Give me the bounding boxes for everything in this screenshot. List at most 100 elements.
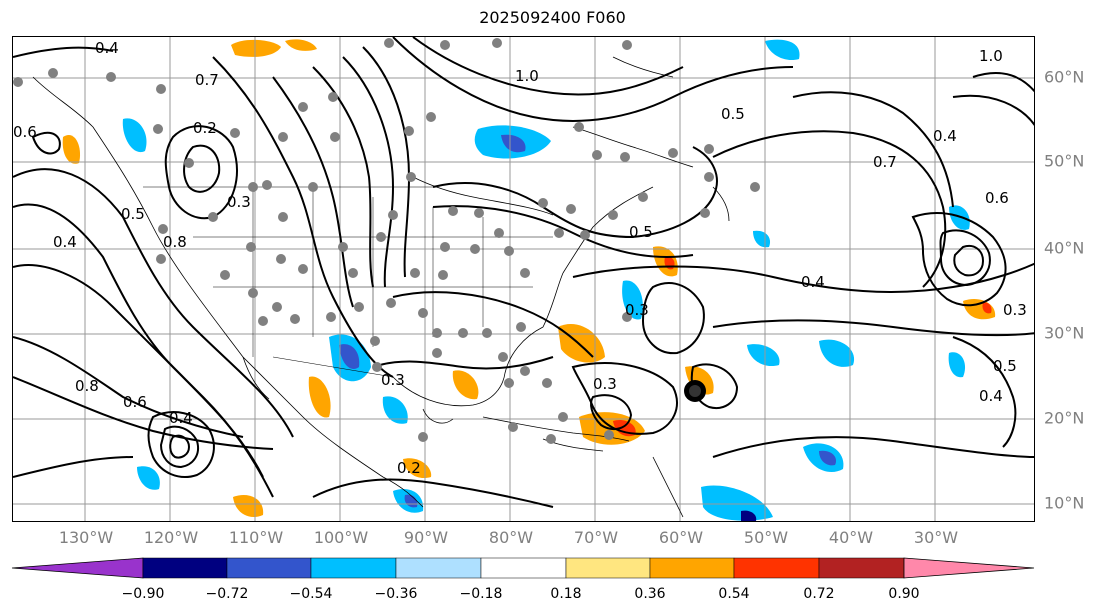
colorbar-segment <box>142 557 228 579</box>
station-dots <box>13 38 760 444</box>
colorbar-tick: 0.18 <box>550 586 582 602</box>
shade-patch <box>701 485 773 521</box>
contour-lines <box>13 37 1034 508</box>
colorbar-segment <box>649 557 735 579</box>
shade-patch <box>747 344 780 367</box>
shade-patch <box>501 134 526 153</box>
contour-label: 0.5 <box>629 223 653 241</box>
shade-patch <box>403 458 432 479</box>
shade-patch <box>452 370 479 400</box>
colorbar-tick: −0.72 <box>205 586 249 602</box>
colorbar-tick: 0.36 <box>634 586 666 602</box>
colorbar-segments <box>11 557 1035 579</box>
contour-label: 0.5 <box>121 205 145 223</box>
lat-label: 60°N <box>1044 67 1085 87</box>
shade-patch <box>753 230 771 248</box>
colorbar-segment <box>733 557 820 579</box>
contour-label: 0.7 <box>195 71 219 89</box>
colorbar-arrow-left <box>11 557 144 579</box>
lat-label: 30°N <box>1044 323 1085 343</box>
colorbar <box>11 557 1035 579</box>
contour-label: 0.5 <box>721 105 745 123</box>
lon-label: 110°W <box>228 528 284 547</box>
colorbar-tick: 0.90 <box>888 586 920 602</box>
colorbar-segment <box>310 557 397 579</box>
contour-label: 0.4 <box>53 233 77 251</box>
shade-patch <box>285 39 317 51</box>
graticule <box>13 37 1034 521</box>
contour-label: 0.3 <box>227 193 251 211</box>
shade-patch <box>622 280 643 320</box>
contour-label: 0.3 <box>593 375 617 393</box>
colorbar-tick: 0.72 <box>803 586 835 602</box>
lon-label: 120°W <box>143 528 199 547</box>
contour-label: 0.8 <box>75 377 99 395</box>
contour-label: 1.0 <box>515 67 539 85</box>
colorbar-segment <box>565 557 651 579</box>
lat-label: 20°N <box>1044 408 1085 428</box>
map-canvas: 0.4 0.7 0.2 0.3 0.5 0.6 0.8 1.0 0.5 0.4 … <box>13 37 1034 521</box>
contour-label: 0.6 <box>13 123 37 141</box>
contour-label: 0.6 <box>123 393 147 411</box>
shade-patch <box>819 339 855 367</box>
shade-patch <box>949 205 970 230</box>
lon-label: 80°W <box>488 528 534 547</box>
colorbar-segment <box>818 557 905 579</box>
shade-patch <box>62 135 81 164</box>
colorbar-tick: 0.54 <box>718 586 750 602</box>
contour-label: 0.4 <box>933 127 957 145</box>
colorbar-tick: −0.18 <box>459 586 503 602</box>
colorbar-tick: −0.36 <box>374 586 418 602</box>
lon-label: 70°W <box>573 528 619 547</box>
shade-patch <box>741 510 757 521</box>
shade-patch <box>339 344 360 369</box>
contour-label: 0.4 <box>169 409 193 427</box>
contour-label: 0.4 <box>95 39 119 57</box>
map-panel[interactable]: 0.4 0.7 0.2 0.3 0.5 0.6 0.8 1.0 0.5 0.4 … <box>12 36 1035 522</box>
shade-patch <box>231 39 281 57</box>
contour-label-group: 0.4 0.7 0.2 0.3 0.5 0.6 0.8 1.0 0.5 0.4 … <box>13 39 1027 477</box>
storm-marker <box>684 380 706 402</box>
contour-label: 0.2 <box>193 119 217 137</box>
shade-patch <box>233 495 264 517</box>
shade-patch <box>558 323 605 363</box>
lat-label: 40°N <box>1044 238 1085 258</box>
contour-label: 0.8 <box>163 233 187 251</box>
lon-label: 60°W <box>658 528 704 547</box>
shade-patch <box>819 450 837 466</box>
contour-label: 0.4 <box>979 387 1003 405</box>
shade-patch <box>948 352 966 378</box>
contour-label: 1.0 <box>979 47 1003 65</box>
lon-label: 90°W <box>403 528 449 547</box>
lon-label: 40°W <box>828 528 874 547</box>
colorbar-segment <box>395 557 482 579</box>
lon-label: 100°W <box>313 528 369 547</box>
contour-label: 0.3 <box>1003 301 1027 319</box>
lon-label: 130°W <box>58 528 114 547</box>
contour-label: 0.2 <box>397 459 421 477</box>
shade-patch <box>765 39 800 61</box>
contour-label: 0.4 <box>801 273 825 291</box>
contour-label: 0.3 <box>381 371 405 389</box>
map-title: 2025092400 F060 <box>479 8 626 27</box>
shade-patch <box>382 396 408 424</box>
colorbar-tick: −0.54 <box>289 586 333 602</box>
shade-patch <box>613 419 636 437</box>
shade-patch <box>137 466 160 490</box>
contour-label: 0.5 <box>993 357 1017 375</box>
shading-layer <box>62 39 996 521</box>
lat-label: 50°N <box>1044 151 1085 171</box>
lon-label: 30°W <box>913 528 959 547</box>
contour-label: 0.3 <box>625 301 649 319</box>
shade-patch <box>308 376 331 418</box>
shade-patch <box>122 118 147 153</box>
colorbar-tick: −0.90 <box>121 586 165 602</box>
colorbar-segment <box>480 557 567 579</box>
colorbar-arrow-right <box>903 557 1035 579</box>
shade-patch <box>982 302 992 314</box>
lat-label: 10°N <box>1044 493 1085 513</box>
contour-label: 0.7 <box>873 153 897 171</box>
colorbar-segment <box>226 557 312 579</box>
contour-label: 0.6 <box>985 189 1009 207</box>
lon-label: 50°W <box>743 528 789 547</box>
